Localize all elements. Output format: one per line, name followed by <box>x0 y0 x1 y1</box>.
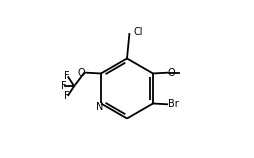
Text: Cl: Cl <box>133 27 143 37</box>
Text: Br: Br <box>168 99 178 109</box>
Text: F: F <box>61 81 67 91</box>
Text: F: F <box>64 71 70 81</box>
Text: F: F <box>64 91 70 101</box>
Text: N: N <box>96 102 103 112</box>
Text: O: O <box>167 68 175 78</box>
Text: O: O <box>77 68 85 78</box>
